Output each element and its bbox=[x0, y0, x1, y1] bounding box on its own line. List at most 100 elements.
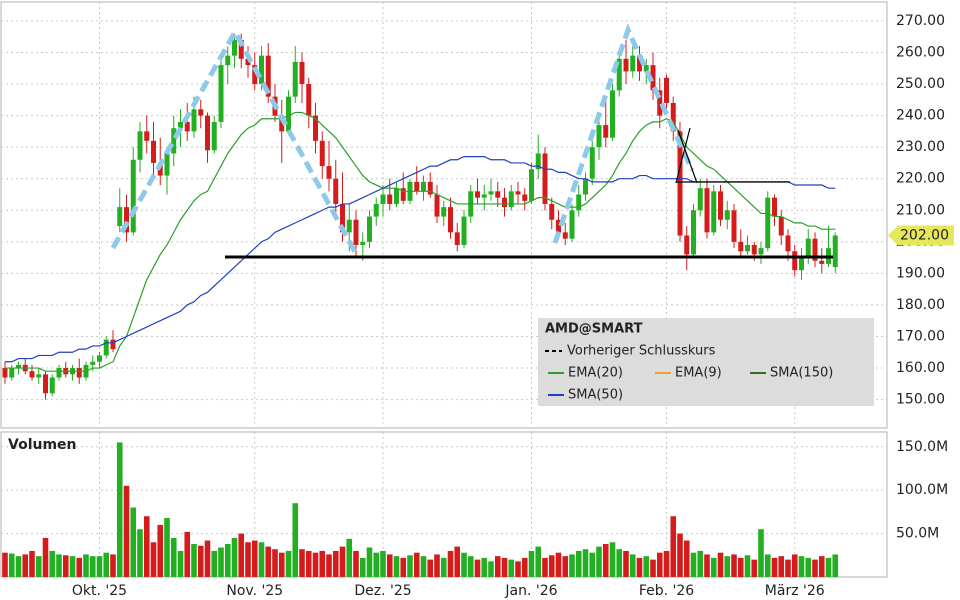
volume-bar bbox=[69, 556, 76, 577]
volume-bar bbox=[83, 554, 89, 577]
volume-bar bbox=[386, 554, 393, 577]
candle-body bbox=[502, 197, 507, 208]
candle-body bbox=[373, 203, 379, 217]
volume-bar bbox=[177, 550, 184, 577]
candle-body bbox=[205, 115, 210, 151]
volume-bar bbox=[29, 550, 35, 577]
volume-bar bbox=[501, 557, 508, 577]
candle-body bbox=[751, 244, 757, 255]
x-tick-label: Jan. '26 bbox=[504, 583, 557, 599]
volume-bar bbox=[596, 546, 602, 577]
candle-body bbox=[589, 147, 595, 179]
candle-body bbox=[2, 368, 8, 378]
candle-body bbox=[630, 55, 636, 72]
candle-body bbox=[441, 207, 447, 217]
volume-bar bbox=[116, 442, 123, 577]
y-tick-label: 260.00 bbox=[896, 44, 945, 60]
candle-body bbox=[97, 355, 102, 362]
candle-body bbox=[508, 191, 514, 208]
volume-bar bbox=[22, 554, 29, 577]
candle-body bbox=[562, 232, 568, 239]
volume-bar bbox=[110, 554, 116, 577]
volume-bar bbox=[461, 552, 467, 577]
candle-body bbox=[670, 102, 676, 132]
y-tick-label: 220.00 bbox=[896, 171, 945, 187]
candle-body bbox=[684, 235, 690, 255]
volume-bar bbox=[690, 552, 697, 577]
candle-body bbox=[542, 153, 548, 204]
candle-body bbox=[778, 216, 784, 236]
volume-title: Volumen bbox=[8, 437, 77, 453]
legend-label: SMA(150) bbox=[770, 366, 833, 381]
last-price-marker bbox=[888, 225, 954, 246]
candle-body bbox=[556, 219, 561, 233]
candle-body bbox=[454, 232, 460, 245]
candle-body bbox=[488, 191, 494, 195]
candle-body bbox=[49, 377, 55, 394]
candle-body bbox=[211, 121, 217, 151]
volume-bar bbox=[737, 557, 744, 577]
candle-body bbox=[569, 210, 575, 239]
volume-bar bbox=[683, 540, 690, 577]
volume-bar bbox=[791, 554, 798, 577]
candle-body bbox=[299, 61, 305, 85]
pattern-line bbox=[677, 129, 698, 184]
legend: AMD@SMART Vorheriger Schlusskurs EMA(20)… bbox=[538, 318, 874, 406]
volume-bar bbox=[278, 552, 285, 577]
candle-body bbox=[103, 339, 109, 356]
volume-bar bbox=[764, 554, 771, 577]
volume-bar bbox=[251, 540, 258, 577]
volume-bar bbox=[724, 556, 731, 577]
candle-body bbox=[238, 39, 244, 59]
volume-bar bbox=[812, 559, 818, 577]
volume-bar bbox=[616, 549, 623, 577]
candle-body bbox=[265, 55, 271, 97]
legend-label: SMA(50) bbox=[568, 388, 623, 403]
volume-bar bbox=[562, 556, 569, 577]
volume-bar bbox=[157, 524, 164, 577]
volume-bar bbox=[488, 561, 494, 577]
volume-bar bbox=[717, 552, 724, 577]
volume-bar bbox=[677, 533, 683, 577]
volume-bar bbox=[332, 550, 339, 577]
volume-bar bbox=[731, 554, 737, 577]
candle-body bbox=[319, 140, 325, 167]
volume-bar bbox=[609, 542, 616, 577]
volume-bar bbox=[602, 544, 609, 577]
volume-bar bbox=[758, 529, 764, 577]
volume-bar bbox=[346, 538, 353, 577]
volume-bar bbox=[211, 550, 218, 577]
pattern-line bbox=[675, 127, 691, 184]
candle-body bbox=[799, 257, 804, 271]
candle-body bbox=[400, 188, 406, 201]
candle-body bbox=[90, 361, 96, 365]
volume-bar bbox=[575, 550, 582, 577]
volume-bar bbox=[238, 533, 245, 577]
volume-bar bbox=[15, 556, 22, 577]
volume-bar bbox=[413, 552, 420, 577]
candle-body bbox=[394, 188, 399, 204]
candle-body bbox=[434, 194, 440, 217]
candle-body bbox=[333, 178, 339, 204]
volume-bar bbox=[89, 556, 96, 577]
candle-body bbox=[718, 191, 723, 220]
candle-body bbox=[252, 65, 258, 85]
volume-bar bbox=[143, 516, 150, 577]
candle-body bbox=[792, 251, 798, 271]
volume-bar bbox=[548, 555, 555, 577]
candle-body bbox=[623, 58, 629, 72]
candle-body bbox=[171, 128, 177, 154]
volume-bar bbox=[643, 556, 650, 577]
volume-bar bbox=[8, 553, 15, 577]
volume-tick-label: 50.0M bbox=[896, 526, 939, 542]
candle-body bbox=[326, 166, 332, 179]
y-tick-label: 270.00 bbox=[896, 13, 945, 29]
volume-bar bbox=[292, 503, 299, 577]
volume-bar bbox=[319, 550, 326, 577]
volume-bar bbox=[656, 552, 663, 577]
x-tick-label: Okt. '25 bbox=[72, 583, 127, 599]
candle-body bbox=[691, 210, 696, 255]
volume-bar bbox=[589, 552, 596, 577]
candle-body bbox=[643, 65, 649, 72]
